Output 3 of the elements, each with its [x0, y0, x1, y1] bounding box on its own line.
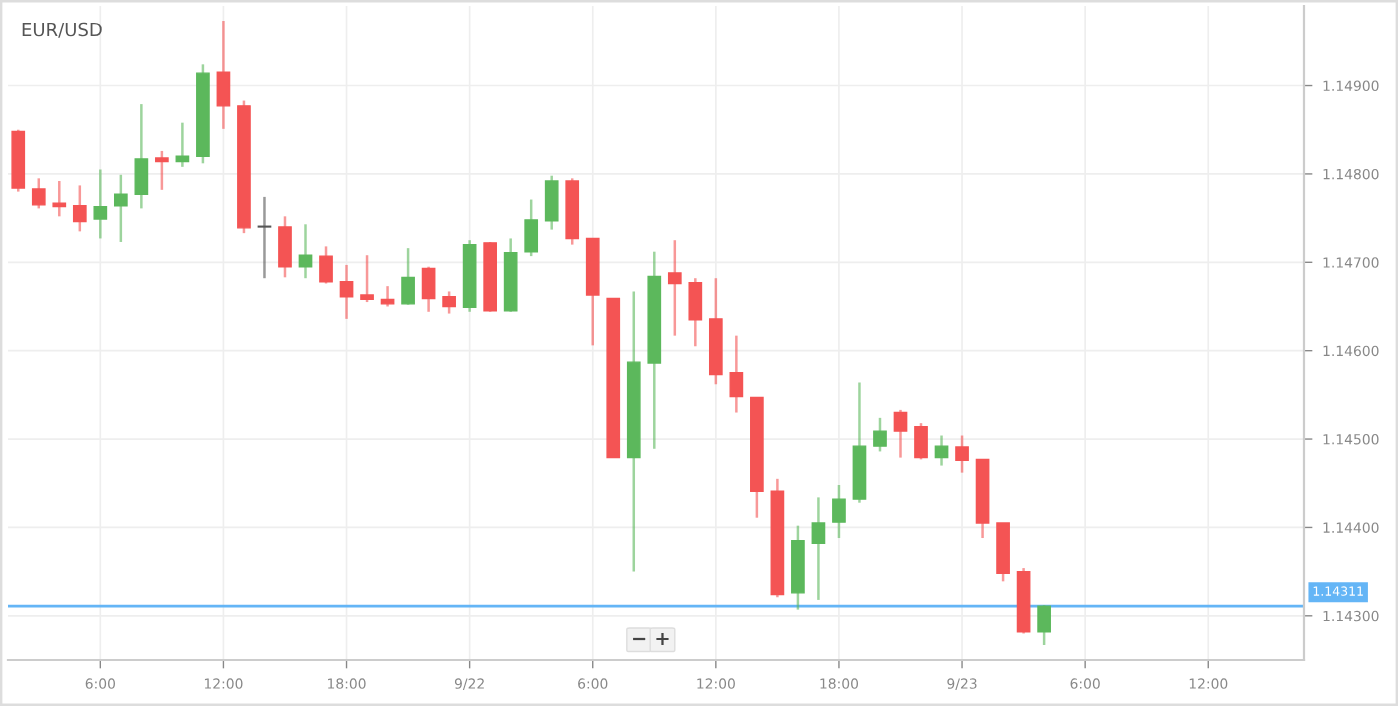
text: EUR/USD — [22, 22, 102, 38]
annotation: − — [633, 637, 646, 641]
annotation: + — [656, 632, 669, 646]
